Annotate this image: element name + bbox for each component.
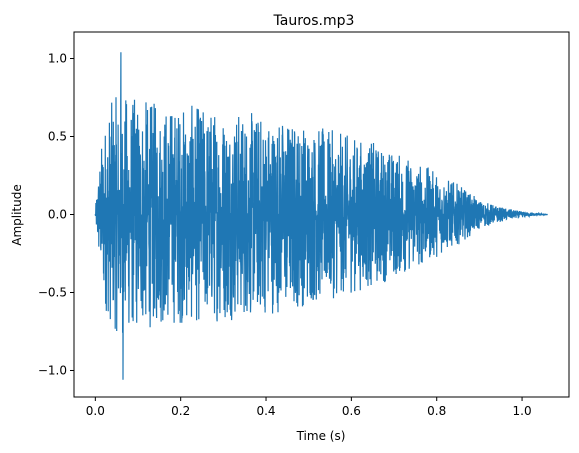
x-tick-label: 0.4	[256, 404, 275, 418]
y-tick-label: 0.0	[48, 208, 67, 222]
x-tick-label: 0.0	[86, 404, 105, 418]
waveform-line	[94, 52, 548, 380]
plot-area	[73, 31, 570, 398]
x-tick-label: 1.0	[513, 404, 532, 418]
y-tick-label: 0.5	[48, 130, 67, 144]
x-axis-label: Time (s)	[296, 429, 346, 443]
x-tick-label: 0.6	[342, 404, 361, 418]
y-tick-label: −0.5	[38, 285, 67, 299]
y-tick-label: −1.0	[38, 363, 67, 377]
x-tick-label: 0.2	[171, 404, 190, 418]
y-tick-label: 1.0	[48, 52, 67, 66]
chart-title: Tauros.mp3	[273, 13, 355, 29]
x-tick-label: 0.8	[427, 404, 446, 418]
y-axis-label: Amplitude	[10, 184, 24, 246]
y-axis: −1.0 −0.5 0.0 0.5 1.0	[38, 52, 74, 377]
x-axis: 0.0 0.2 0.4 0.6 0.8 1.0	[86, 397, 532, 418]
